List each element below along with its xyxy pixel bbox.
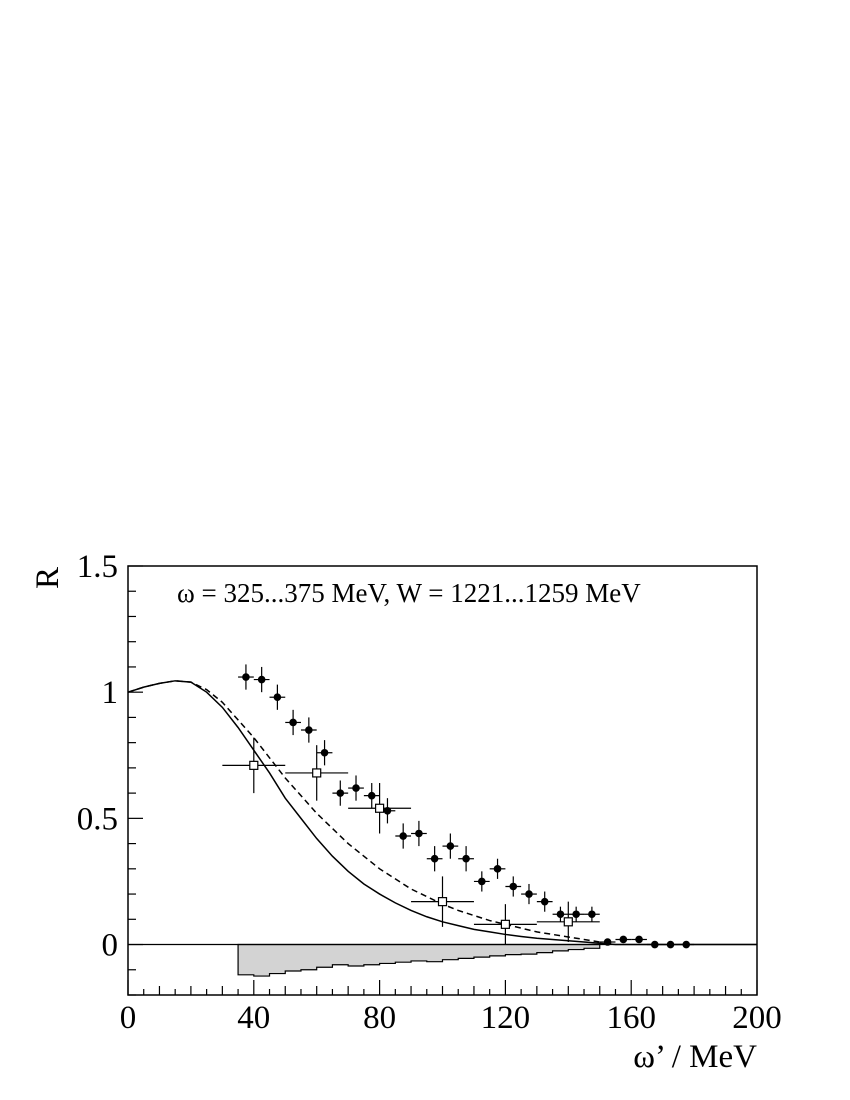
data-point-open bbox=[500, 919, 510, 929]
data-point-open bbox=[249, 760, 259, 770]
data-point-filled bbox=[572, 910, 580, 919]
data-point-filled bbox=[682, 940, 691, 949]
data-point-filled bbox=[257, 675, 266, 684]
y-tick-label: 0.5 bbox=[77, 801, 118, 837]
systematic-band-layer bbox=[237, 943, 601, 977]
data-point-filled bbox=[462, 854, 470, 863]
x-tick-label: 200 bbox=[732, 1000, 782, 1036]
y-axis-title: R bbox=[30, 567, 66, 589]
data-point-open bbox=[437, 897, 448, 907]
label-layer: ω = 325...375 MeV, W = 1221...1259 MeV ω… bbox=[30, 549, 782, 1075]
data-point-filled bbox=[415, 829, 423, 838]
data-point-filled bbox=[320, 748, 329, 757]
data-point-filled bbox=[650, 940, 659, 949]
data-point-filled bbox=[603, 938, 612, 946]
data-point-filled bbox=[289, 718, 297, 727]
data-point-filled bbox=[540, 897, 549, 906]
y-tick-label: 1 bbox=[102, 675, 119, 711]
y-tick-label: 1.5 bbox=[77, 549, 118, 585]
systematic-error-histogram bbox=[237, 943, 601, 977]
x-tick-label: 40 bbox=[237, 1000, 270, 1036]
data-point-filled bbox=[336, 789, 345, 797]
x-tick-label: 160 bbox=[606, 1000, 656, 1036]
data-point-filled bbox=[352, 784, 360, 792]
data-point-filled bbox=[383, 806, 392, 815]
data-point-filled bbox=[619, 935, 628, 944]
data-point-filled bbox=[367, 791, 376, 800]
data-point-open bbox=[375, 803, 385, 813]
x-axis-title: ω’ / MeV bbox=[633, 1039, 757, 1075]
data-point-filled bbox=[635, 935, 643, 944]
data-point-filled bbox=[478, 877, 486, 886]
x-tick-label: 0 bbox=[120, 1000, 137, 1036]
data-point-filled bbox=[399, 832, 407, 840]
y-tick-label: 0 bbox=[102, 928, 119, 964]
plot-frame bbox=[127, 565, 758, 996]
data-point-filled bbox=[242, 673, 250, 681]
x-tick-label: 120 bbox=[481, 1000, 531, 1036]
data-point-filled bbox=[666, 940, 675, 949]
dashed-curve bbox=[127, 680, 600, 943]
data-point-filled bbox=[525, 890, 533, 898]
frame-layer bbox=[127, 565, 758, 996]
data-point-open bbox=[312, 768, 322, 778]
chart-annotation: ω = 325...375 MeV, W = 1221...1259 MeV bbox=[177, 578, 641, 608]
x-tick-label: 80 bbox=[363, 1000, 396, 1036]
data-point-filled bbox=[493, 865, 502, 873]
data-point-open bbox=[563, 917, 573, 927]
data-point-filled bbox=[588, 910, 596, 919]
data-points-layer bbox=[222, 664, 695, 949]
data-point-filled bbox=[509, 882, 518, 891]
data-point-filled bbox=[556, 910, 565, 919]
data-point-filled bbox=[446, 842, 455, 850]
data-point-filled bbox=[430, 854, 439, 863]
data-point-filled bbox=[273, 693, 282, 702]
data-point-filled bbox=[305, 726, 313, 734]
